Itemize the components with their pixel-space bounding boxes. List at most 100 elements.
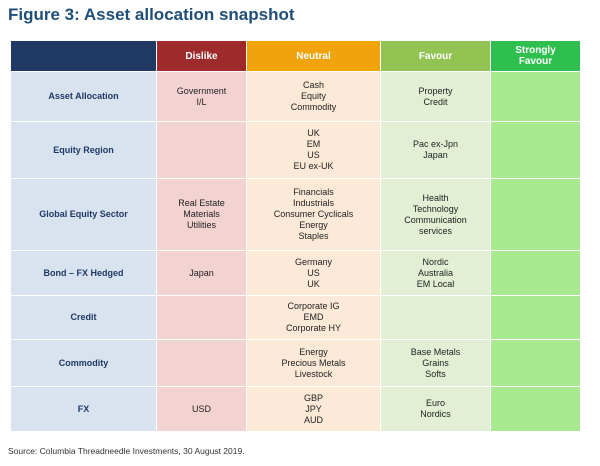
cell-item: GBP — [303, 392, 323, 403]
cell-dislike: Japan — [156, 250, 247, 296]
cell-favour: Nordic Australia EM Local — [380, 250, 491, 296]
cell-item: Energy — [299, 346, 328, 357]
cell-item: Utilities — [186, 220, 216, 230]
cell-item: Equity — [300, 91, 326, 101]
cell-item: USD — [191, 403, 211, 414]
source-note: Source: Columbia Threadneedle Investment… — [8, 446, 245, 456]
cell-item: Technology — [412, 203, 459, 214]
header-corner — [10, 40, 157, 72]
cell-item: Cash — [302, 80, 324, 90]
cell-strongly-favour — [490, 339, 581, 387]
cell-item: Japan — [423, 150, 448, 160]
cell-item: Japan — [189, 267, 214, 278]
cell-strongly-favour — [490, 178, 581, 251]
cell-item: Australia — [417, 267, 453, 278]
cell-item: Grains — [422, 357, 449, 368]
figure-title: Figure 3: Asset allocation snapshot — [8, 5, 295, 24]
cell-item: Staples — [298, 231, 329, 241]
table-row: Global Equity Sector Real Estate Materials… — [10, 178, 581, 251]
cell-strongly-favour — [490, 250, 581, 296]
cell-item: Energy — [299, 220, 328, 230]
row-label: Global Equity Sector — [10, 178, 157, 251]
cell-neutral: Germany US UK — [246, 250, 381, 296]
cell-neutral: UK EM US EU ex-UK — [246, 121, 381, 179]
header-strongly-line1: Strongly — [515, 45, 556, 56]
cell-item: Base Metals — [410, 346, 461, 357]
cell-item: Real Estate — [178, 198, 225, 208]
row-label: Asset Allocation — [10, 71, 157, 122]
cell-item: Government — [176, 85, 227, 96]
cell-item: Germany — [294, 256, 332, 267]
cell-item: JPY — [305, 403, 322, 414]
header-neutral: Neutral — [246, 40, 381, 72]
cell-item: Nordic — [422, 256, 449, 267]
cell-dislike: Government I/L — [156, 71, 247, 122]
cell-strongly-favour — [490, 121, 581, 179]
cell-favour: Property Credit — [380, 71, 491, 122]
header-favour: Favour — [380, 40, 491, 72]
cell-item: I/L — [196, 96, 207, 107]
cell-item: Health — [422, 192, 449, 203]
header-strongly-favour: Strongly Favour — [490, 40, 581, 72]
row-label: FX — [10, 386, 157, 432]
row-label: Equity Region — [10, 121, 157, 179]
cell-item: Euro — [425, 398, 445, 408]
table-body: Asset Allocation Government I/L Cash Equity C… — [10, 71, 581, 432]
cell-favour: Base Metals Grains Softs — [380, 339, 491, 387]
table-row: Bond – FX Hedged Japan Germany US UK Nordic Au… — [10, 250, 581, 296]
cell-item: EM Local — [416, 278, 455, 289]
cell-dislike — [156, 295, 247, 340]
header-strongly-line2: Favour — [518, 56, 553, 67]
cell-item: Industrials — [292, 198, 335, 208]
cell-favour: Euro Nordics — [380, 386, 491, 432]
cell-item: US — [307, 267, 320, 278]
cell-item: Corporate HY — [285, 323, 342, 333]
cell-item: EU ex-UK — [293, 161, 334, 171]
cell-item: EMD — [303, 312, 324, 322]
cell-neutral: Energy Precious Metals Livestock — [246, 339, 381, 387]
cell-item: EM — [306, 139, 321, 149]
cell-item: US — [307, 150, 320, 160]
cell-item: Property — [418, 85, 453, 96]
table-row: FX USD GBP JPY AUD Euro Nordics — [10, 386, 581, 432]
cell-item: Financials — [293, 187, 334, 197]
asset-allocation-table: Dislike Neutral Favour Strongly Favour A… — [10, 40, 581, 432]
cell-item: Precious Metals — [281, 357, 346, 368]
cell-item: Consumer Cyclicals — [273, 209, 354, 219]
table-row: Commodity Energy Precious Metals Livestock B… — [10, 339, 581, 387]
cell-item: Softs — [425, 368, 446, 379]
table-row: Credit Corporate IG EMD Corporate HY — [10, 295, 581, 340]
cell-dislike: USD — [156, 386, 247, 432]
cell-item: services — [418, 225, 452, 236]
cell-item: Pac ex-Jpn — [412, 139, 459, 149]
cell-favour: Health Technology Communication services — [380, 178, 491, 251]
cell-neutral: Corporate IG EMD Corporate HY — [246, 295, 381, 340]
cell-item: AUD — [303, 414, 323, 425]
cell-item: Materials — [183, 209, 220, 219]
cell-item: Nordics — [420, 409, 451, 419]
cell-item: Corporate IG — [287, 301, 340, 311]
cell-favour — [380, 295, 491, 340]
cell-neutral: Cash Equity Commodity — [246, 71, 381, 122]
header-row: Dislike Neutral Favour Strongly Favour — [10, 40, 581, 72]
row-label: Credit — [10, 295, 157, 340]
table-row: Asset Allocation Government I/L Cash Equity C… — [10, 71, 581, 122]
cell-strongly-favour — [490, 71, 581, 122]
cell-dislike — [156, 121, 247, 179]
cell-neutral: Financials Industrials Consumer Cyclicals E… — [246, 178, 381, 251]
cell-favour: Pac ex-Jpn Japan — [380, 121, 491, 179]
cell-item: Communication — [404, 214, 467, 225]
row-label: Commodity — [10, 339, 157, 387]
cell-item: Livestock — [294, 368, 333, 379]
cell-strongly-favour — [490, 386, 581, 432]
cell-dislike — [156, 339, 247, 387]
cell-neutral: GBP JPY AUD — [246, 386, 381, 432]
header-dislike: Dislike — [156, 40, 247, 72]
table-row: Equity Region UK EM US EU ex-UK Pac ex-Jpn Jap… — [10, 121, 581, 179]
cell-item: Credit — [423, 96, 448, 107]
cell-item: Commodity — [290, 102, 337, 112]
cell-item: UK — [307, 278, 320, 289]
cell-dislike: Real Estate Materials Utilities — [156, 178, 247, 251]
row-label: Bond – FX Hedged — [10, 250, 157, 296]
cell-strongly-favour — [490, 295, 581, 340]
